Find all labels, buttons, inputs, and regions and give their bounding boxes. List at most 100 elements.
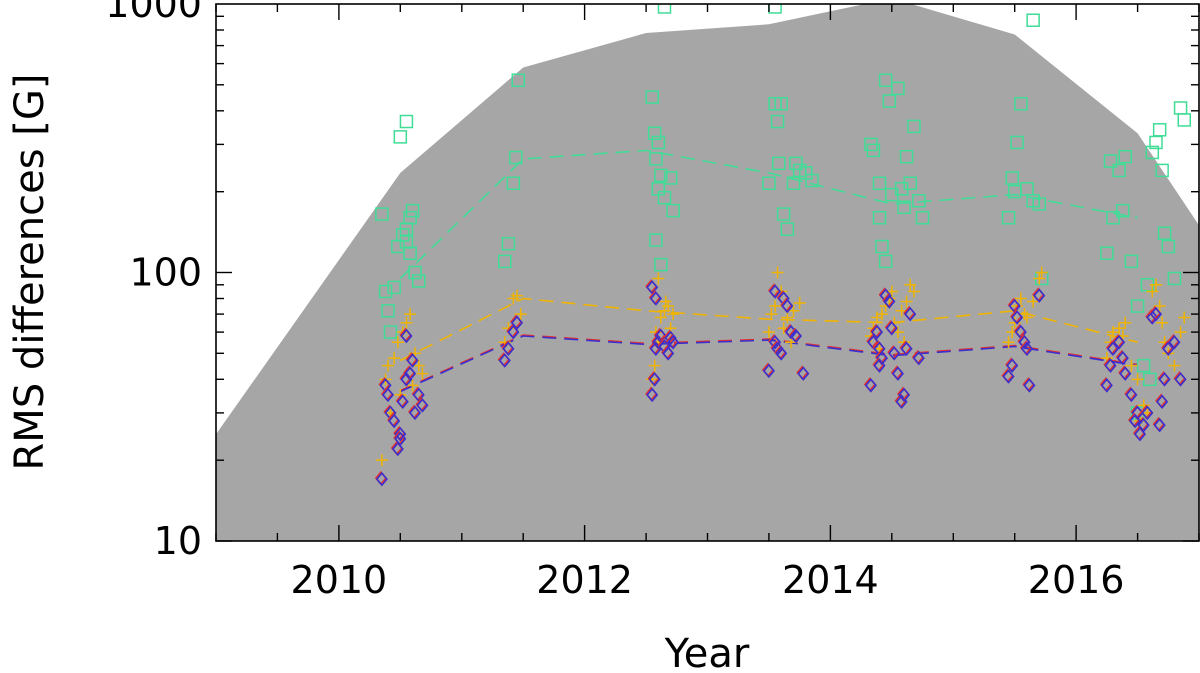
square-point [381, 304, 395, 318]
plus-point [762, 326, 775, 339]
trend-line-2-edge [399, 334, 1138, 392]
diamond-point [1162, 341, 1175, 357]
square-point [1032, 197, 1047, 211]
plus-point [900, 295, 913, 308]
diamond-point [1104, 358, 1117, 373]
diamond-point [1168, 334, 1181, 350]
diamond-point [879, 288, 892, 303]
square-point [768, 4, 782, 14]
square-point [875, 239, 889, 254]
y-tick-label: 100 [129, 251, 202, 295]
diamond-point [511, 315, 524, 330]
plus-point [652, 272, 665, 285]
square-point [878, 254, 893, 269]
square-point [1100, 246, 1114, 260]
diamond-point [375, 471, 388, 487]
diamond-point [1113, 334, 1126, 350]
square-point [399, 222, 414, 236]
square-point [375, 207, 389, 221]
diamond-point [873, 358, 886, 373]
diamond-point [900, 341, 913, 357]
diamond-point [1106, 341, 1120, 357]
square-point [774, 97, 788, 111]
square-point [506, 176, 521, 190]
plus-point [406, 379, 419, 392]
square-point [866, 143, 881, 158]
axes-layer: 2010 2012 2014 2016 10 100 1000 [105, 0, 1200, 602]
diamond-point [1137, 417, 1150, 433]
square-point [1152, 123, 1167, 137]
plus-point [400, 316, 413, 329]
square-point [786, 176, 801, 190]
diamond-point [1018, 334, 1031, 350]
square-point [1136, 358, 1151, 373]
diamond-point [646, 280, 659, 295]
diamond-point [648, 372, 661, 387]
square-point [1014, 97, 1028, 111]
square-point [903, 176, 917, 190]
diamond-point [883, 294, 896, 309]
square-point [1173, 101, 1188, 115]
y-tick-label: 1000 [105, 0, 202, 26]
square-point [657, 190, 672, 205]
square-point [403, 246, 417, 260]
diamond-point [885, 320, 898, 336]
square-point [1145, 145, 1160, 160]
diamond-point [1006, 358, 1019, 373]
square-point [645, 90, 659, 104]
marker-layer [374, 4, 1192, 487]
diamond-point [1119, 366, 1132, 381]
diamond-point [394, 431, 407, 447]
square-point [907, 119, 921, 134]
trend-line-1 [399, 297, 1138, 362]
plus-point [412, 359, 425, 372]
diamond-point [416, 398, 429, 413]
square-point [501, 236, 516, 251]
square-point [649, 152, 663, 166]
square-point [891, 81, 905, 96]
square-point [663, 171, 678, 185]
diamond-point [898, 387, 911, 403]
square-point [666, 203, 680, 218]
plus-point [391, 336, 404, 349]
diamond-point [388, 413, 401, 429]
plus-point [1156, 316, 1169, 329]
diamond-point [1023, 378, 1036, 393]
square-point [399, 114, 414, 129]
diamond-point [646, 387, 659, 403]
square-point [1124, 254, 1139, 269]
plus-point [511, 289, 524, 302]
square-point [511, 73, 526, 88]
x-tick-label: 2012 [536, 558, 633, 602]
plus-point [765, 308, 778, 321]
plus-point [1174, 326, 1187, 339]
square-point [509, 150, 523, 165]
diamond-point [1149, 306, 1163, 322]
plus-point [875, 308, 888, 321]
diamond-point [775, 346, 788, 361]
diamond-point [1100, 378, 1113, 393]
plus-point [382, 359, 395, 372]
plus-point [1153, 300, 1166, 313]
diamond-point [891, 366, 904, 381]
y-axis-title: RMS differences [G] [7, 74, 53, 471]
square-point [498, 254, 512, 269]
diamond-point [507, 324, 520, 340]
square-point [1155, 163, 1169, 178]
square-point [383, 325, 398, 339]
diamond-point [1146, 310, 1159, 325]
diamond-point [769, 284, 782, 299]
diamond-point [888, 346, 901, 361]
square-point [378, 284, 393, 299]
square-point [657, 4, 672, 14]
diamond-point [1011, 310, 1024, 325]
diamond-point [871, 324, 884, 340]
diamond-point [1033, 288, 1046, 303]
plus-point [793, 296, 806, 309]
square-point [882, 94, 897, 108]
diamond-point [394, 426, 407, 442]
square-point [408, 265, 422, 280]
plus-point [771, 266, 784, 279]
square-point [878, 73, 893, 88]
square-point [651, 135, 666, 150]
